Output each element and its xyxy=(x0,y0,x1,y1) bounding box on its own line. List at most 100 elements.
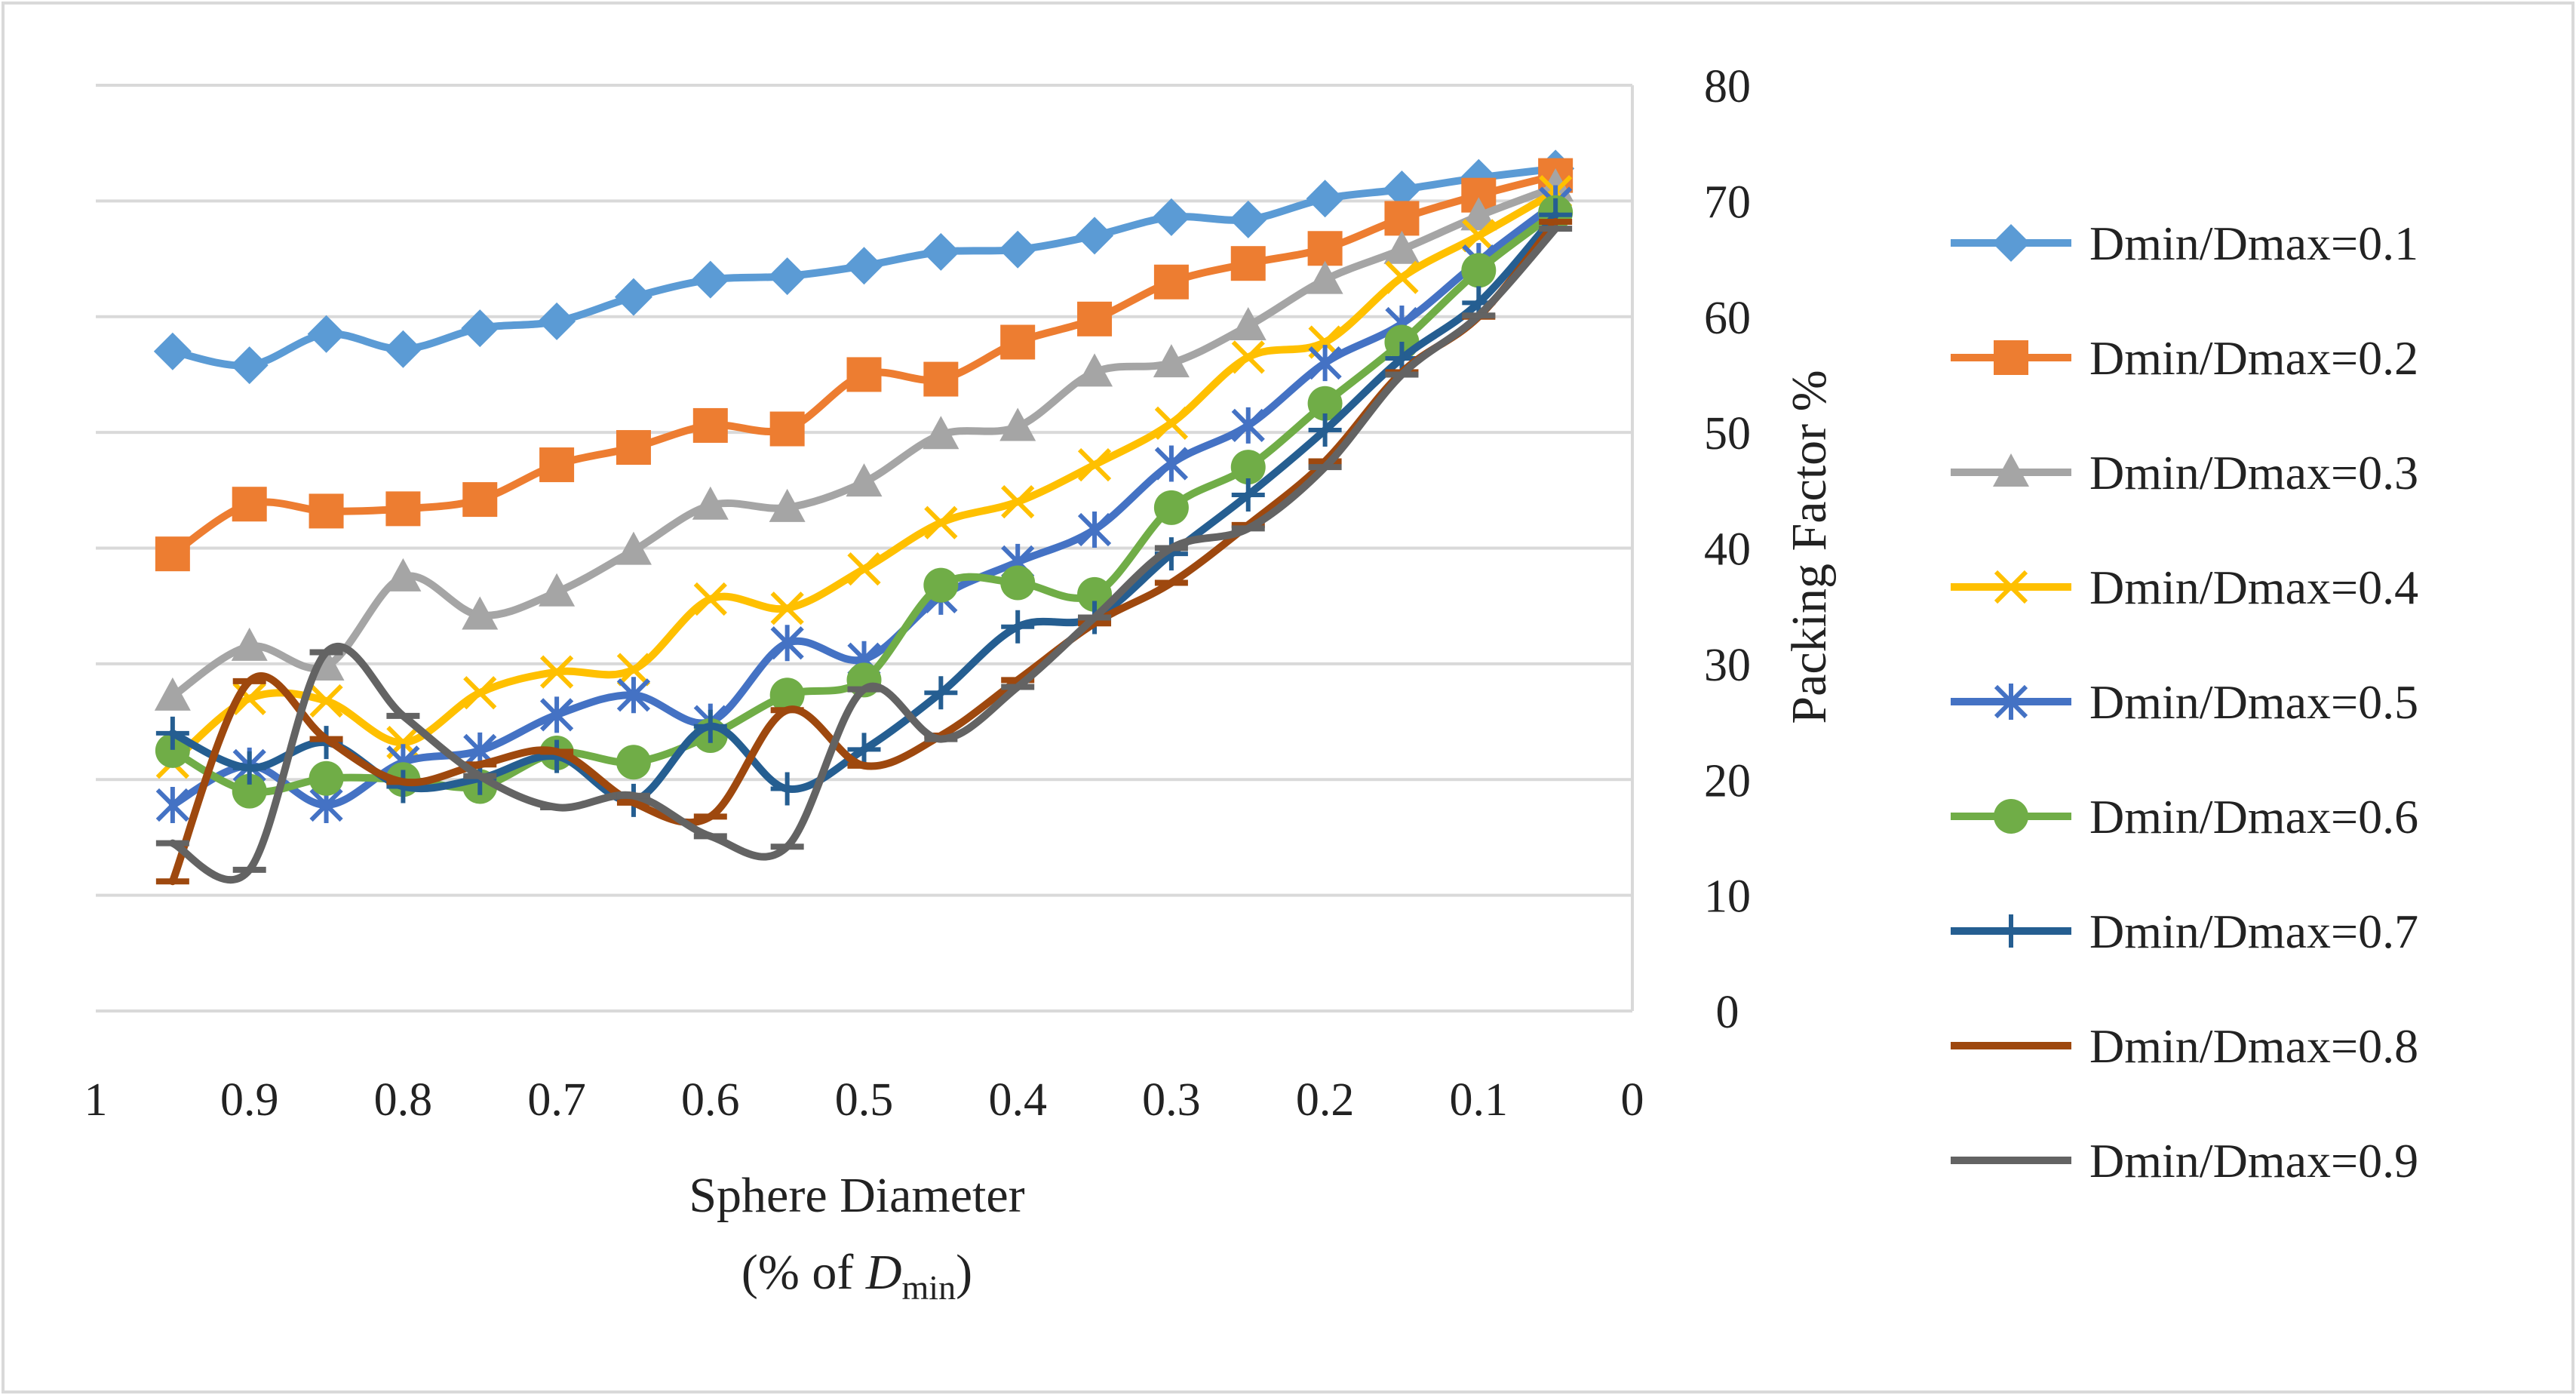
data-point-marker xyxy=(1993,453,2029,487)
data-point-marker xyxy=(1077,301,1113,336)
data-point-marker xyxy=(232,751,266,785)
data-point-marker xyxy=(769,678,805,713)
x-tick-label: 0.7 xyxy=(527,1074,586,1126)
data-point-marker xyxy=(463,676,497,710)
data-point-marker xyxy=(386,770,420,804)
data-point-marker xyxy=(1153,344,1190,378)
data-point-marker xyxy=(1307,231,1343,266)
legend-label: Dmin/Dmax=0.7 xyxy=(2089,905,2418,958)
data-point-marker xyxy=(1001,485,1035,519)
data-point-marker xyxy=(846,463,883,497)
data-point-marker xyxy=(845,247,883,285)
legend-label: Dmin/Dmax=0.5 xyxy=(2089,675,2418,729)
data-point-marker xyxy=(692,486,729,520)
data-point-marker xyxy=(924,676,958,710)
data-point-marker xyxy=(1076,353,1113,387)
x-axis-title-suffix: ) xyxy=(956,1245,972,1300)
x-tick-label: 0.4 xyxy=(988,1074,1047,1126)
x-tick-label: 0.2 xyxy=(1296,1074,1355,1126)
x-axis-title-line1: Sphere Diameter xyxy=(689,1168,1024,1223)
x-axis-title-prefix: (% of xyxy=(741,1245,866,1300)
data-point-marker xyxy=(232,773,267,809)
series-9 xyxy=(155,225,1573,884)
data-point-marker xyxy=(692,407,728,443)
x-tick-label: 0.3 xyxy=(1142,1074,1201,1126)
data-point-marker xyxy=(923,567,959,603)
data-point-marker xyxy=(1460,197,1497,231)
data-point-marker xyxy=(461,309,499,348)
legend: Dmin/Dmax=0.1 Dmin/Dmax=0.2 Dmin/Dmax=0.3 D… xyxy=(1951,217,2418,1188)
data-point-marker xyxy=(1306,260,1343,294)
legend-entry: Dmin/Dmax=0.2 xyxy=(1951,331,2418,385)
x-tick-label: 0.1 xyxy=(1450,1074,1509,1126)
data-point-marker xyxy=(1077,576,1113,612)
data-point-marker xyxy=(1229,200,1267,238)
data-point-marker xyxy=(999,407,1036,441)
data-point-marker xyxy=(1154,406,1189,440)
data-point-marker xyxy=(231,627,268,661)
data-point-marker xyxy=(539,447,575,483)
data-point-marker xyxy=(691,260,729,299)
data-point-marker xyxy=(846,357,882,392)
data-point-marker xyxy=(1152,198,1190,236)
data-point-marker xyxy=(999,230,1037,269)
legend-entry: Dmin/Dmax=0.6 xyxy=(1951,790,2418,843)
data-point-marker xyxy=(1384,201,1420,236)
data-point-marker xyxy=(1000,324,1036,360)
data-point-marker xyxy=(847,733,881,767)
data-point-marker xyxy=(1383,171,1421,209)
series-2 xyxy=(155,158,1574,572)
data-point-marker xyxy=(1992,224,2030,262)
data-point-marker xyxy=(768,257,806,296)
data-point-marker xyxy=(616,430,651,466)
legend-label: Dmin/Dmax=0.9 xyxy=(2089,1134,2418,1188)
data-point-marker xyxy=(616,653,651,687)
y-tick-label: 0 xyxy=(1716,987,1739,1038)
data-point-marker xyxy=(1308,413,1342,447)
y-tick-label: 10 xyxy=(1704,871,1751,923)
data-point-marker xyxy=(1994,799,2028,834)
data-point-marker xyxy=(230,346,269,385)
y-tick-label: 20 xyxy=(1704,755,1751,807)
series-group xyxy=(153,149,1575,886)
series-line xyxy=(168,208,1560,796)
y-tick-label: 60 xyxy=(1704,293,1751,344)
data-point-marker xyxy=(538,302,576,340)
data-point-marker xyxy=(1077,511,1112,548)
data-point-marker xyxy=(1460,158,1498,197)
data-point-marker xyxy=(1385,260,1419,294)
x-tick-label: 0.8 xyxy=(374,1074,433,1126)
data-point-marker xyxy=(1461,253,1497,288)
legend-label: Dmin/Dmax=0.1 xyxy=(2089,217,2418,270)
data-point-marker xyxy=(1994,340,2028,375)
data-point-marker xyxy=(154,677,191,711)
x-tick-label: 0.9 xyxy=(220,1074,279,1126)
data-point-marker xyxy=(385,558,422,591)
data-point-marker xyxy=(1000,565,1036,601)
y-axis-title: Packing Factor % xyxy=(1782,370,1837,724)
data-point-marker xyxy=(1230,307,1267,341)
legend-label: Dmin/Dmax=0.3 xyxy=(2089,446,2418,499)
data-point-marker xyxy=(1307,386,1343,421)
data-point-marker xyxy=(1462,219,1496,253)
data-point-marker xyxy=(1994,684,2028,720)
data-point-marker xyxy=(1001,610,1035,644)
x-tick-label: 0.5 xyxy=(835,1074,894,1126)
data-point-marker xyxy=(847,552,881,586)
data-point-marker xyxy=(1077,447,1112,482)
data-point-marker xyxy=(769,488,806,522)
data-point-marker xyxy=(539,573,576,607)
data-point-marker xyxy=(770,772,804,806)
x-tick-label: 0.6 xyxy=(681,1074,740,1126)
legend-entry: Dmin/Dmax=0.3 xyxy=(1951,446,2418,499)
data-point-marker xyxy=(155,716,189,750)
data-point-marker xyxy=(307,315,345,353)
legend-label: Dmin/Dmax=0.2 xyxy=(2089,331,2418,385)
legend-entry: Dmin/Dmax=0.1 xyxy=(1951,217,2418,270)
data-point-marker xyxy=(1076,217,1114,255)
data-point-marker xyxy=(615,531,652,565)
legend-entry: Dmin/Dmax=0.7 xyxy=(1951,905,2418,958)
